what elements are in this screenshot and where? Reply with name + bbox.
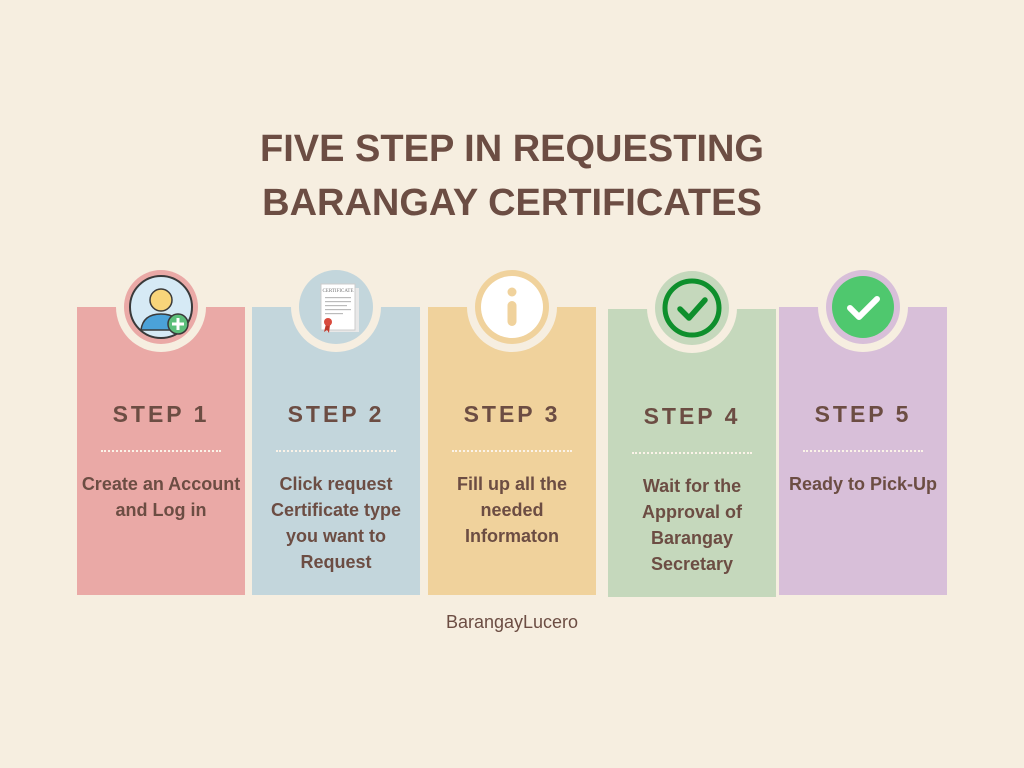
step-card-4: STEP 4 Wait for the Approval of Barangay… (608, 309, 776, 597)
dotted-divider (632, 452, 752, 454)
step-card-3: STEP 3 Fill up all the needed Informaton (428, 307, 596, 595)
info-icon (481, 276, 543, 338)
add-user-icon (129, 275, 193, 339)
step-label: STEP 4 (643, 403, 741, 429)
dotted-divider (803, 450, 923, 452)
page-title-line-1: FIVE STEP IN REQUESTING (260, 128, 764, 170)
certificate-document-icon: CERTIFICATE (320, 283, 359, 333)
step-description: Wait for the Approval of Barangay Secret… (641, 476, 742, 574)
dotted-divider (452, 450, 572, 452)
step-1-badge (116, 262, 206, 352)
step-label: STEP 3 (463, 401, 561, 427)
check-circle-filled-icon (832, 276, 894, 338)
step-description: Fill up all the needed Informaton (456, 474, 567, 546)
step-description: Click request Certificate type you want … (270, 474, 402, 572)
step-card-5: STEP 5 Ready to Pick-Up (779, 307, 947, 595)
step-3-badge (467, 262, 557, 352)
step-4-badge (647, 263, 737, 353)
check-circle-outline-icon (662, 278, 722, 338)
step-description: Create an Account and Log in (81, 474, 241, 520)
step-label: STEP 1 (112, 401, 210, 427)
step-description: Ready to Pick-Up (788, 474, 938, 494)
step-2-badge: CERTIFICATE (291, 262, 381, 352)
step-card-1: STEP 1 Create an Account and Log in (77, 307, 245, 595)
step-5-badge (818, 262, 908, 352)
step-label: STEP 5 (814, 401, 912, 427)
dotted-divider (101, 450, 221, 452)
step-label: STEP 2 (287, 401, 385, 427)
step-card-2: STEP 2 Click request Certificate type yo… (252, 307, 420, 595)
page-title-line-2: BARANGAY CERTIFICATES (262, 182, 762, 224)
dotted-divider (276, 450, 396, 452)
footer-brand: BarangayLucero (445, 612, 579, 632)
certificate-heading: CERTIFICATE (322, 289, 353, 294)
